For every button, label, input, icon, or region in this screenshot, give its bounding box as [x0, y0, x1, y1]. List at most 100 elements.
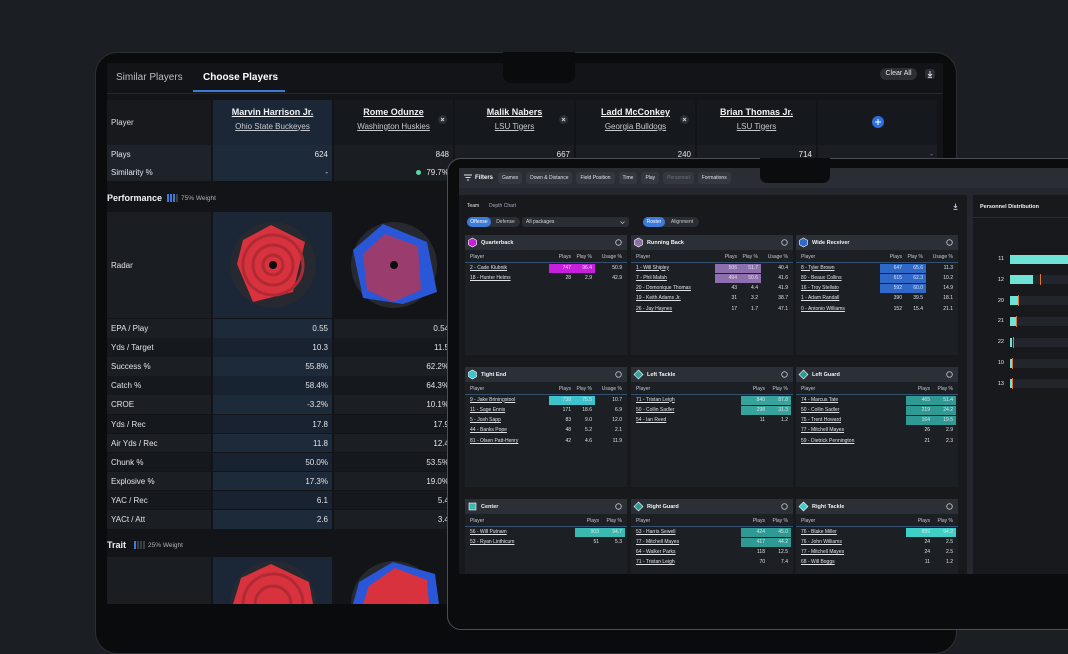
- column-header: Plays: [586, 517, 599, 524]
- player-link[interactable]: 80 - Beaux Collins: [801, 274, 842, 281]
- toggle-option[interactable]: Alignment: [670, 218, 694, 225]
- clear-all-label: Clear All: [885, 70, 912, 77]
- radar-center: [390, 261, 398, 269]
- player-link[interactable]: 75 - Trent Howard: [801, 417, 842, 424]
- position-card: Right Tackle Player Plays Play % 76 - Blake …: [796, 499, 958, 574]
- section-weight: 75% Weight: [181, 194, 216, 202]
- player-name[interactable]: Marvin Harrison Jr.: [231, 106, 314, 117]
- player-link[interactable]: 71 - Tristan Leigh: [636, 396, 675, 403]
- personnel-track: [1010, 379, 1068, 389]
- player-name[interactable]: Malik Nabers: [486, 106, 543, 117]
- package-dropdown[interactable]: All packages: [522, 217, 629, 227]
- personnel-label: 20: [997, 297, 1004, 304]
- radar-ring: [241, 233, 305, 297]
- filter-chip[interactable]: Personnel: [663, 172, 694, 184]
- stat-value: 21.1: [943, 305, 953, 312]
- filter-chip[interactable]: Field Position: [576, 172, 615, 184]
- filter-chip[interactable]: Down & Distance: [526, 172, 573, 184]
- player-link[interactable]: 5 - Josh Sapp: [470, 417, 501, 424]
- player-link[interactable]: 9 - Jake Briningstool: [470, 396, 516, 403]
- player-link[interactable]: 74 - Marcus Tate: [801, 396, 839, 403]
- player-link[interactable]: 77 - Mitchell Mayes: [636, 538, 680, 545]
- column-header: Player: [636, 385, 651, 392]
- filter-chip[interactable]: Play: [641, 172, 660, 184]
- toggle-option[interactable]: Roster: [646, 218, 662, 225]
- player-link[interactable]: 2 - Cade Klubnik: [470, 264, 507, 271]
- player-link[interactable]: 50 - Collin Sadler: [801, 406, 840, 413]
- player-link[interactable]: 77 - Mitchell Mayes: [801, 549, 845, 556]
- stat-value: 219: [921, 406, 930, 413]
- player-link[interactable]: 50 - Collin Sadler: [636, 406, 675, 413]
- player-name[interactable]: Ladd McConkey: [600, 106, 670, 117]
- player-link[interactable]: 54 - Ian Reed: [636, 417, 667, 424]
- player-link[interactable]: 19 - Keith Adams Jr.: [636, 295, 681, 302]
- column-header: Player: [636, 517, 651, 524]
- player-link[interactable]: 76 - Blake Miller: [801, 528, 837, 535]
- stat-value: 1.2: [781, 417, 788, 424]
- tab[interactable]: Similar Players: [116, 72, 183, 83]
- clear-all-button[interactable]: Clear All: [880, 68, 917, 80]
- player-team[interactable]: LSU Tigers: [736, 121, 777, 131]
- metric-value: 11.8: [313, 438, 328, 448]
- toggle-option[interactable]: Offense: [470, 218, 488, 225]
- player-link[interactable]: 53 - Ryan Linthicum: [470, 538, 515, 545]
- player-name[interactable]: Rome Odunze: [363, 106, 424, 117]
- player-link[interactable]: 68 - Will Boggs: [801, 559, 835, 566]
- settings-icon: [781, 371, 788, 378]
- radar-center: [269, 261, 277, 269]
- player-link[interactable]: 1 - Will Shipley: [636, 264, 670, 271]
- row-label-cell: [107, 145, 211, 163]
- row-cell: [213, 471, 332, 491]
- card-header: [796, 499, 958, 514]
- player-link[interactable]: 59 - Dietrick Pennington: [801, 437, 855, 444]
- filter-chip[interactable]: Formations: [697, 172, 731, 184]
- stat-value: 592: [893, 285, 902, 292]
- player-link[interactable]: 64 - Walker Parks: [636, 549, 676, 556]
- player-link[interactable]: 8 - Tyler Brown: [801, 264, 835, 271]
- player-link[interactable]: 77 - Mitchell Mayes: [801, 427, 845, 434]
- stat-value: 96.4: [582, 264, 592, 271]
- row-cell: [334, 376, 453, 395]
- row-cell: [334, 433, 453, 453]
- stat-value: 43: [731, 285, 737, 292]
- column-header-rule: [796, 394, 958, 395]
- view-tab[interactable]: Team: [467, 202, 480, 209]
- player-link[interactable]: 56 - Will Putnam: [470, 528, 507, 535]
- player-link[interactable]: 44 - Banks Pope: [470, 427, 507, 434]
- player-name[interactable]: Brian Thomas Jr.: [719, 106, 794, 117]
- highlight-cell: [906, 527, 956, 537]
- position-title: Right Tackle: [812, 503, 845, 510]
- position-icon: [468, 369, 477, 380]
- player-team[interactable]: Georgia Bulldogs: [604, 121, 667, 131]
- player-link[interactable]: 7 - Phil Mafah: [636, 274, 667, 281]
- player-link[interactable]: 26 - Jay Haynes: [636, 305, 673, 312]
- filter-chip[interactable]: Time: [618, 172, 638, 184]
- filter-chip[interactable]: Games: [498, 172, 523, 184]
- stat-value: 75.5: [582, 396, 592, 403]
- weight-bar: [140, 541, 142, 549]
- settings-icon: [946, 503, 953, 510]
- tab[interactable]: Choose Players: [203, 72, 279, 83]
- stat-value: 1.2: [946, 559, 953, 566]
- player-link[interactable]: 16 - Troy Stellato: [801, 285, 839, 292]
- filters-label[interactable]: Filters: [475, 175, 494, 181]
- player-team[interactable]: LSU Tigers: [494, 121, 535, 131]
- player-link[interactable]: 20 - Domonique Thomas: [636, 285, 691, 292]
- player-link[interactable]: 18 - Hunter Helms: [470, 274, 511, 281]
- player-link[interactable]: 1 - Adam Randall: [801, 295, 840, 302]
- column-header-rule: [465, 526, 627, 527]
- player-link[interactable]: 0 - Antonio Williams: [801, 305, 845, 312]
- player-link[interactable]: 76 - John Williams: [801, 538, 842, 545]
- toggle-option[interactable]: Defense: [496, 218, 515, 225]
- player-link[interactable]: 81 - Olsen Patt-Henry: [470, 437, 519, 444]
- player-link[interactable]: 71 - Tristan Leigh: [636, 559, 675, 566]
- column-header: Player: [470, 253, 485, 260]
- row-label-cell: [107, 471, 211, 491]
- player-team[interactable]: Washington Huskies: [357, 121, 430, 131]
- player-link[interactable]: 53 - Harris Sewell: [636, 528, 676, 535]
- player-team[interactable]: Ohio State Buckeyes: [235, 121, 310, 131]
- metric-label: Chunk %: [111, 457, 144, 467]
- view-tab[interactable]: Depth Chart: [489, 202, 516, 209]
- player-link[interactable]: 11 - Sage Ennis: [470, 406, 506, 413]
- settings-ring: [615, 239, 622, 246]
